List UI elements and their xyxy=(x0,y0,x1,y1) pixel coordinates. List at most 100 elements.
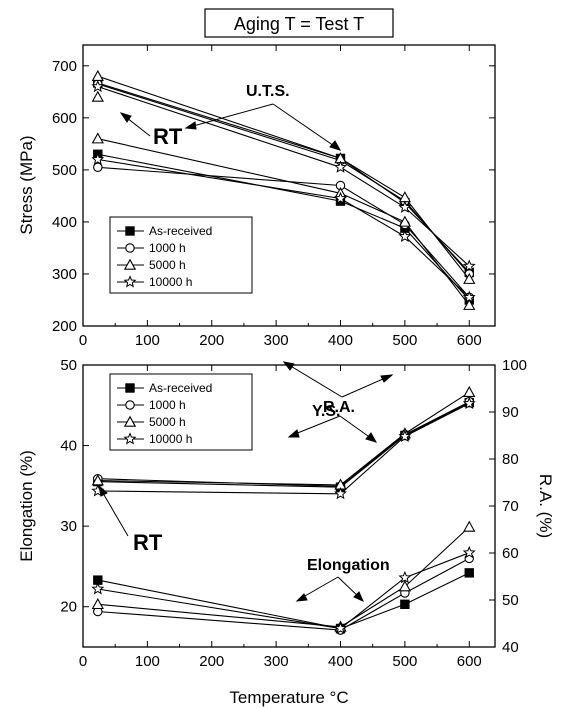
series-line xyxy=(97,402,470,488)
series-3 xyxy=(91,79,476,272)
series-2 xyxy=(91,69,476,284)
x-tick-label: 600 xyxy=(457,653,482,670)
bottom-legend: As-received 1000 h 5000 h 10000 h xyxy=(109,373,253,451)
top-plot-frame xyxy=(82,44,496,327)
legend-marker xyxy=(123,258,137,270)
series-line xyxy=(97,557,470,631)
data-point xyxy=(91,132,104,144)
y2-tick-label: 60 xyxy=(502,545,519,562)
data-point xyxy=(398,200,412,213)
bottom-legend-label-0: As-received xyxy=(149,381,212,395)
series-line xyxy=(97,86,470,267)
rt-annotation-bottom: RT xyxy=(133,530,163,555)
data-point xyxy=(91,582,105,595)
y-tick-label: 300 xyxy=(52,266,77,283)
series-line xyxy=(97,526,470,628)
legend-marker xyxy=(123,275,137,288)
top-series-group xyxy=(91,69,476,310)
ys-annotation: Y.S. xyxy=(312,403,340,420)
y-tick-label: 500 xyxy=(52,162,77,179)
rt-arrowhead-bottom xyxy=(98,484,108,497)
ra-arrow-left xyxy=(289,415,341,437)
data-point xyxy=(398,429,412,442)
y2-tick-label: 100 xyxy=(502,357,527,374)
data-point xyxy=(462,290,476,303)
uts-annotation: U.T.S. xyxy=(246,83,290,100)
legend-marker xyxy=(123,432,137,445)
legend-marker xyxy=(125,400,135,410)
y-tick-label: 30 xyxy=(60,518,77,535)
x-tick-label: 500 xyxy=(392,332,417,349)
x-tick-label: 400 xyxy=(328,332,353,349)
x-tick-label: 600 xyxy=(457,332,482,349)
series-line xyxy=(97,158,470,298)
top-annotation-arrows xyxy=(119,103,394,398)
x-tick-label: 0 xyxy=(79,332,87,349)
y-tick-label: 200 xyxy=(52,318,77,335)
rt-annotation-top: RT xyxy=(153,124,183,149)
series-line xyxy=(97,75,470,280)
data-point xyxy=(398,580,412,592)
series-line xyxy=(97,572,470,630)
y-tick-label: 600 xyxy=(52,110,77,127)
x-tick-label: 100 xyxy=(135,653,160,670)
data-point xyxy=(334,160,347,173)
series-5 xyxy=(93,553,474,635)
x-tick-label: 200 xyxy=(199,332,224,349)
top-y-axis-label: Stress (MPa) xyxy=(17,135,36,234)
data-point xyxy=(462,259,476,272)
series-8 xyxy=(91,90,104,102)
uts-arrow-right xyxy=(272,103,341,151)
y-tick-label: 20 xyxy=(60,599,77,616)
data-point xyxy=(463,298,476,310)
x-tick-label: 200 xyxy=(199,653,224,670)
ra-annotation: R.A. xyxy=(323,399,355,416)
bottom-series-group xyxy=(91,385,476,635)
data-point xyxy=(462,396,476,410)
bottom-axis-ticks: 0 100 200 300 400 500 600 20 30 40 50 40 50 60 70 80 90 1… xyxy=(60,357,527,670)
bottom-legend-marks xyxy=(117,383,144,445)
y2-tick-label: 50 xyxy=(502,592,519,609)
series-line xyxy=(97,166,470,298)
series-7 xyxy=(91,545,476,634)
data-point xyxy=(93,162,103,173)
series-line xyxy=(97,552,470,630)
x-tick-label: 100 xyxy=(135,332,160,349)
elong-arrowhead-right xyxy=(353,591,364,602)
x-tick-label: 300 xyxy=(264,653,289,670)
legend-marker xyxy=(125,243,135,253)
data-point xyxy=(334,486,347,500)
figure-title: Aging T = Test T xyxy=(234,14,364,34)
x-tick-label: 400 xyxy=(328,653,353,670)
data-point xyxy=(463,272,476,284)
bottom-y2-axis-label: R.A. (%) xyxy=(536,474,555,538)
bottom-y-axis-label: Elongation (%) xyxy=(17,450,36,562)
x-tick-label: 500 xyxy=(392,653,417,670)
data-point xyxy=(91,597,104,610)
rt-arrowhead-top xyxy=(119,112,132,123)
bottom-legend-label-1: 1000 h xyxy=(149,398,186,412)
title-box xyxy=(204,8,394,38)
y2-tick-label: 80 xyxy=(502,451,519,468)
uts-arrowhead-right xyxy=(329,140,342,151)
series-6 xyxy=(91,132,476,310)
bottom-annotation-arrows xyxy=(98,415,378,602)
data-point xyxy=(400,599,410,609)
series-7 xyxy=(91,152,476,303)
data-point xyxy=(334,621,347,634)
ra-arrowhead-left xyxy=(287,429,300,438)
x-tick-label: 0 xyxy=(79,653,87,670)
uts-arrowhead-left xyxy=(184,121,197,130)
series-4 xyxy=(93,568,474,634)
y2-tick-label: 40 xyxy=(502,639,519,656)
data-point xyxy=(398,191,412,203)
data-point xyxy=(398,215,412,227)
top-legend-label-1: 1000 h xyxy=(149,241,186,255)
elongation-annotation: Elongation xyxy=(307,557,390,574)
x-tick-label: 300 xyxy=(264,332,289,349)
data-point xyxy=(462,545,476,559)
data-point xyxy=(464,568,474,578)
bottom-legend-label-2: 5000 h xyxy=(149,415,186,429)
data-point xyxy=(398,570,412,584)
